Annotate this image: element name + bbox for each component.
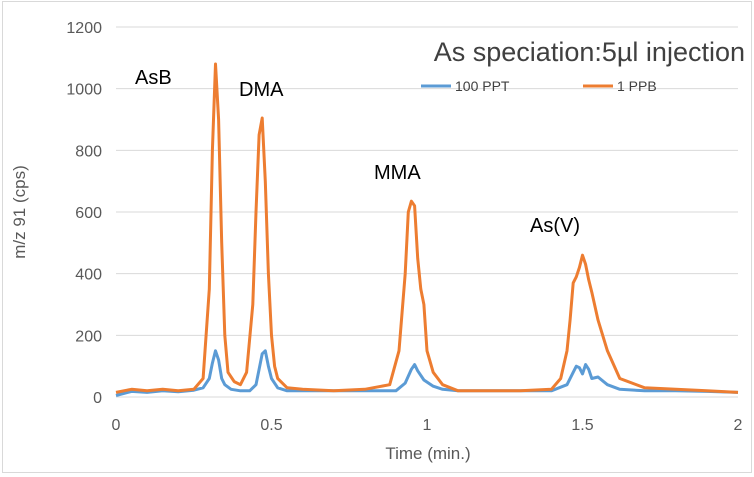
annotation-mma: MMA	[374, 162, 421, 184]
legend-label-100ppt: 100 PPT	[455, 78, 510, 94]
x-tick-label: 0	[112, 417, 121, 434]
x-tick-label: 0.5	[260, 417, 282, 434]
y-tick-label: 800	[75, 143, 102, 160]
series-line-1ppb	[115, 62, 739, 394]
annotation-dma: DMA	[239, 79, 284, 101]
y-tick-label: 200	[75, 328, 102, 345]
y-tick-label: 1200	[66, 20, 102, 37]
y-tick-label: 400	[75, 267, 102, 284]
legend-label-1ppb: 1 PPB	[617, 78, 657, 94]
annotation-asb: AsB	[135, 67, 172, 89]
x-tick-labels: 0 0.5 1 1.5 2	[112, 417, 743, 434]
y-tick-label: 1000	[66, 82, 102, 99]
y-axis-title: m/z 91 (cps)	[10, 165, 29, 259]
chart-title: As speciation:5µl injection	[434, 37, 745, 67]
legend: 100 PPT 1 PPB	[421, 78, 657, 94]
x-axis-title: Time (min.)	[385, 444, 470, 463]
series-lines	[115, 62, 739, 397]
annotation-asv: As(V)	[530, 215, 580, 237]
chart-svg: 0 200 400 600 800 1000 1200 0 0.5 1 1.5 2 Time (mi…	[10, 20, 745, 463]
x-tick-label: 1.5	[571, 417, 593, 434]
x-tick-label: 1	[423, 417, 432, 434]
y-tick-label: 0	[93, 390, 102, 407]
x-tick-label: 2	[734, 417, 743, 434]
y-tick-label: 600	[75, 205, 102, 222]
series-line-100ppt	[115, 349, 739, 397]
y-tick-labels: 0 200 400 600 800 1000 1200	[66, 20, 102, 407]
